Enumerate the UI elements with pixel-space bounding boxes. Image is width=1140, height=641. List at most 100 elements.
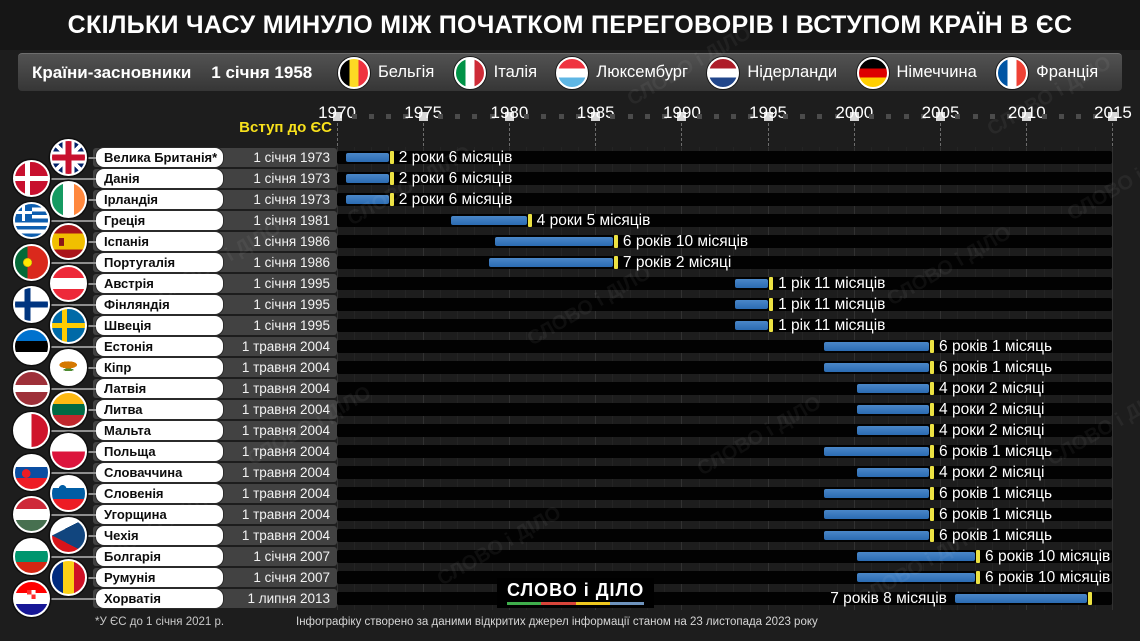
malta-flag-icon <box>12 412 50 449</box>
founder-item: Франція <box>996 56 1098 89</box>
year-gridline <box>422 147 424 610</box>
accession-tick <box>613 235 618 248</box>
year-label: 1985 <box>576 103 615 122</box>
duration-label: 6 років 10 місяців <box>985 547 1111 565</box>
year-gridline <box>1112 147 1114 610</box>
sweden-flag-icon <box>49 307 87 344</box>
country-name-pill: Фінляндія <box>96 294 223 315</box>
bulgaria-flag-icon <box>12 538 50 575</box>
italy-flag-icon <box>453 56 486 89</box>
year-gridline <box>595 147 597 610</box>
founder-item: Бельгія <box>337 56 434 89</box>
flag-connector-line <box>31 513 96 516</box>
accession-date: 1 травня 2004 <box>241 401 330 417</box>
logo-underline-segment <box>541 602 576 605</box>
duration-label: 6 років 1 місяць <box>939 526 1053 544</box>
logo-text: СЛОВО і ДІЛО <box>507 580 645 600</box>
accession-date: 1 травня 2004 <box>241 443 330 459</box>
founder-item: Нідерланди <box>707 56 837 89</box>
lithuania-flag-icon <box>49 391 87 428</box>
spain-flag-icon <box>49 223 87 260</box>
timeline-track <box>337 319 1112 332</box>
accession-date: 1 травня 2004 <box>241 527 330 543</box>
accession-tick <box>930 424 935 437</box>
flag-connector-line <box>31 303 96 306</box>
czechia-flag-icon <box>49 517 87 554</box>
country-name-pill: Естонія <box>96 336 223 357</box>
axis-major-tick <box>418 112 428 121</box>
country-name-pill: Данія <box>96 168 223 189</box>
austria-flag-icon <box>49 265 87 302</box>
accession-date: 1 травня 2004 <box>241 506 330 522</box>
axis-dashed-line <box>681 123 683 146</box>
logo-underline <box>507 602 645 605</box>
country-name-pill: Мальта <box>96 420 223 441</box>
flag-connector-line <box>31 597 96 600</box>
accession-tick <box>527 214 532 227</box>
flag-connector-line <box>31 219 96 222</box>
accession-date: 1 січня 1986 <box>253 233 330 249</box>
duration-label: 6 років 10 місяців <box>622 232 749 250</box>
year-label: 1995 <box>749 103 787 122</box>
axis-major-tick <box>849 112 859 121</box>
country-name-pill: Греція <box>96 210 223 231</box>
axis-minor-tick <box>368 114 374 119</box>
accession-date: 1 січня 1981 <box>253 212 330 228</box>
negotiation-bar <box>824 531 930 540</box>
germany-flag-icon <box>856 56 889 89</box>
accession-tick <box>976 571 981 584</box>
ireland-flag-icon <box>49 181 87 218</box>
axis-minor-tick <box>920 114 926 119</box>
axis-minor-tick <box>782 114 788 119</box>
timeline-track <box>337 193 1112 206</box>
negotiation-bar <box>489 258 613 267</box>
negotiation-bar <box>824 447 930 456</box>
accession-tick <box>1088 592 1093 605</box>
greece-flag-icon <box>12 202 50 239</box>
axis-minor-tick <box>1007 114 1013 119</box>
axis-minor-tick <box>696 114 702 119</box>
negotiation-bar <box>735 279 769 288</box>
country-name-pill: Велика Британія* <box>96 147 223 168</box>
negotiation-bar <box>495 237 613 246</box>
country-name-pill: Іспанія <box>96 231 223 252</box>
flag-connector-line <box>31 177 96 180</box>
accession-date: 1 травня 2004 <box>241 422 330 438</box>
axis-minor-tick <box>662 114 668 119</box>
year-gridline <box>336 147 338 610</box>
accession-tick <box>389 172 394 185</box>
flag-connector-line <box>31 429 96 432</box>
accession-tick <box>389 151 394 164</box>
accession-tick <box>613 256 618 269</box>
negotiation-bar <box>824 510 930 519</box>
country-name-pill: Польща <box>96 441 223 462</box>
duration-label: 4 роки 2 місяці <box>939 421 1045 439</box>
accession-date: 1 січня 2007 <box>253 548 330 564</box>
founders-label: Країни-засновники <box>32 62 192 82</box>
axis-minor-tick <box>541 114 547 119</box>
axis-minor-tick <box>1093 114 1099 119</box>
axis-major-tick <box>1022 112 1032 121</box>
flag-connector-line <box>31 555 96 558</box>
latvia-flag-icon <box>12 370 50 407</box>
page-title: СКІЛЬКИ ЧАСУ МИНУЛО МІЖ ПОЧАТКОМ ПЕРЕГОВ… <box>0 0 1140 50</box>
year-gridline <box>681 147 683 610</box>
axis-minor-tick <box>731 114 737 119</box>
country-name-pill: Латвія <box>96 378 223 399</box>
axis-dashed-line <box>853 123 855 146</box>
axis-minor-tick <box>972 114 978 119</box>
duration-label: 4 роки 2 місяці <box>939 463 1045 481</box>
founders-bar: Країни-засновники 1 січня 1958 Бельгія Іт… <box>18 53 1122 91</box>
duration-label: 2 роки 6 місяців <box>398 190 513 208</box>
duration-label: 6 років 1 місяць <box>939 484 1053 502</box>
negotiation-bar <box>345 195 389 204</box>
duration-label: 6 років 1 місяць <box>939 442 1053 460</box>
country-name-pill: Хорватія <box>96 588 223 609</box>
source-note: Інфографіку створено за даними відкритих… <box>296 616 818 628</box>
logo-underline-segment <box>575 602 610 605</box>
axis-minor-tick <box>489 114 495 119</box>
year-label: 2005 <box>921 103 960 122</box>
year-label: 2010 <box>1007 103 1046 122</box>
axis-dashed-line <box>940 123 942 146</box>
accession-date: 1 січня 1995 <box>253 275 330 291</box>
